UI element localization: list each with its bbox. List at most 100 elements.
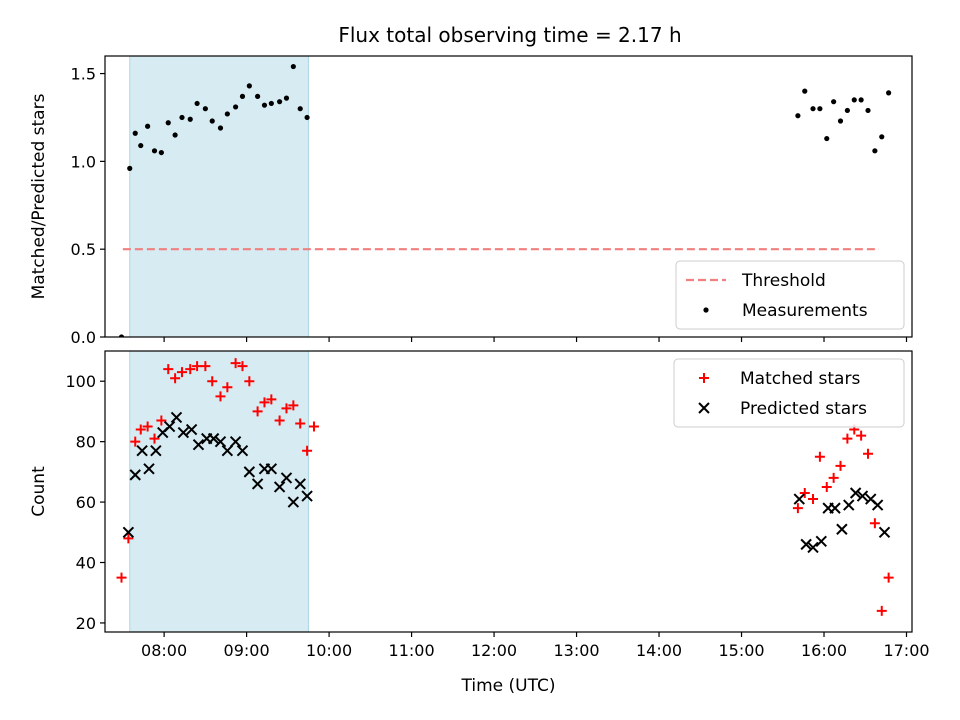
matched-stars-point	[814, 451, 825, 462]
y-tick-label: 60	[76, 493, 96, 512]
measurements-point	[187, 116, 193, 122]
measurements-point	[817, 106, 823, 112]
matched-stars-point	[288, 400, 299, 411]
matched-stars-point	[295, 418, 306, 429]
predicted-stars-point	[122, 526, 135, 538]
matched-stars-point	[237, 361, 248, 372]
measurements-point	[217, 125, 224, 131]
matched-stars-point	[828, 472, 839, 483]
matched-stars-point	[123, 533, 134, 544]
matched-stars-point	[185, 364, 196, 375]
y-tick-label: 80	[76, 433, 96, 452]
measurements-point	[268, 100, 274, 107]
y-tick-label: 20	[76, 614, 96, 633]
matched-stars-point	[259, 397, 270, 408]
measurements-point	[872, 148, 878, 154]
predicted-stars-point	[878, 526, 891, 538]
matched-stars-point	[215, 391, 226, 402]
x-tick-label: 09:00	[224, 641, 270, 660]
x-tick-label: 16:00	[801, 641, 847, 660]
measurements-point	[194, 100, 200, 107]
matched-stars-point	[308, 421, 319, 432]
matched-stars-point	[142, 421, 153, 432]
measurements-point	[261, 102, 268, 108]
measurements-point	[837, 118, 844, 124]
matched-stars-point	[156, 415, 167, 426]
matched-stars-point	[266, 394, 277, 405]
y-axis-label: Count	[29, 466, 49, 517]
matched-stars-point	[883, 572, 894, 583]
predicted-stars-point	[221, 445, 234, 457]
measurements-point	[165, 120, 171, 126]
matched-stars-point	[869, 518, 880, 529]
y-tick-label: 0.0	[71, 328, 96, 347]
legend-measurements-swatch	[703, 307, 709, 313]
y-axis-label: Matched/Predicted stars	[29, 93, 49, 299]
figure-title: Flux total observing time = 2.17 h	[338, 23, 681, 47]
measurements-point	[127, 165, 133, 171]
x-tick-label: 15:00	[718, 641, 764, 660]
measurements-point	[886, 90, 892, 96]
measurements-point	[858, 97, 864, 103]
measurements-point	[246, 83, 252, 89]
legend-predicted-stars-swatch	[698, 402, 710, 414]
measurements-point	[851, 97, 857, 103]
measurements-point	[179, 114, 185, 121]
matched-stars-point	[252, 406, 263, 417]
axes-frame	[104, 350, 913, 633]
y-tick-label: 40	[76, 554, 96, 573]
measurements-point	[224, 111, 230, 117]
matched-stars-point	[842, 433, 853, 444]
x-tick-label: 08:00	[141, 641, 187, 660]
y-tick-label: 0.5	[71, 240, 96, 259]
top-chart: 0.0 0.5 1.0 1.5 Matched/Predicted stars Thres…	[29, 55, 913, 347]
matched-stars-point	[130, 436, 141, 447]
measurements-point	[202, 106, 208, 112]
predicted-stars-point	[150, 445, 162, 457]
predicted-stars-point	[849, 487, 862, 499]
predicted-stars-point	[273, 481, 286, 493]
measurements-point	[239, 93, 246, 99]
legend-box	[675, 260, 905, 330]
measurements-point	[795, 113, 801, 119]
matched-stars-point	[170, 373, 181, 384]
predicted-stars-point	[843, 499, 855, 511]
matched-stars-point	[863, 448, 874, 459]
predicted-stars-point	[229, 435, 242, 448]
x-tick-label: 14:00	[636, 641, 682, 660]
legend-threshold-label: Threshold	[741, 271, 826, 291]
predicted-stars-point	[243, 466, 256, 478]
measurements-point	[297, 106, 303, 112]
matched-stars-point	[244, 376, 255, 387]
measurements-point	[145, 123, 151, 129]
predicted-stars-point	[280, 472, 293, 484]
measurements-point	[255, 93, 261, 99]
matched-stars-point	[835, 460, 846, 471]
predicted-stars-point	[793, 493, 805, 505]
measurements-point	[865, 107, 871, 114]
predicted-stars-point	[177, 426, 190, 439]
predicted-stars-point	[836, 523, 848, 535]
predicted-stars-point	[236, 445, 249, 457]
matched-stars-point	[808, 494, 819, 505]
measurements-point	[132, 130, 138, 136]
matched-stars-point	[176, 367, 187, 378]
matched-stars-point	[116, 572, 127, 583]
predicted-stars-point	[192, 438, 205, 451]
measurements-point	[209, 118, 215, 124]
legend: Threshold Measurements	[675, 260, 905, 330]
measurements-point	[151, 148, 158, 154]
observing-window-band	[129, 55, 309, 338]
measurements-point	[844, 107, 850, 114]
predicted-stars-point	[807, 541, 819, 554]
legend-box	[673, 358, 905, 428]
predicted-stars-point	[294, 478, 306, 490]
predicted-stars-point	[143, 463, 155, 475]
legend-measurements-label: Measurements	[742, 301, 868, 321]
measurements-point	[304, 114, 310, 121]
legend: Matched stars Predicted stars	[673, 358, 905, 428]
matched-stars-point	[207, 376, 218, 387]
predicted-stars-point	[185, 423, 198, 436]
matched-stars-point	[799, 488, 810, 499]
